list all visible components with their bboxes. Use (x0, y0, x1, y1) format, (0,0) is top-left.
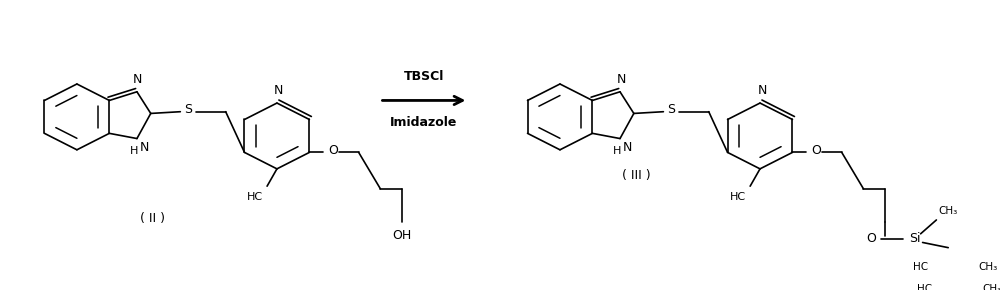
Text: O: O (328, 144, 338, 157)
Text: HC: HC (917, 284, 932, 290)
Text: CH₃: CH₃ (982, 284, 1000, 290)
Text: TBSCl: TBSCl (404, 70, 444, 83)
Text: CH₃: CH₃ (978, 262, 997, 272)
Text: N: N (616, 73, 626, 86)
Text: N: N (274, 84, 284, 97)
Text: H: H (613, 146, 621, 156)
Text: Imidazole: Imidazole (390, 116, 458, 128)
Text: ( II ): ( II ) (140, 212, 165, 225)
Text: HC: HC (247, 192, 263, 202)
Text: N: N (757, 84, 767, 97)
Text: O: O (866, 233, 876, 246)
Text: S: S (667, 104, 675, 117)
Text: OH: OH (392, 229, 412, 242)
Text: S: S (184, 104, 192, 117)
Text: HC: HC (913, 262, 928, 272)
Text: H: H (130, 146, 138, 156)
Text: CH₃: CH₃ (939, 206, 958, 216)
Text: O: O (811, 144, 821, 157)
Text: Si: Si (909, 233, 920, 246)
Text: ( III ): ( III ) (622, 169, 650, 182)
Text: N: N (140, 141, 150, 154)
Text: N: N (623, 141, 633, 154)
Text: HC: HC (730, 192, 746, 202)
Text: N: N (133, 73, 143, 86)
